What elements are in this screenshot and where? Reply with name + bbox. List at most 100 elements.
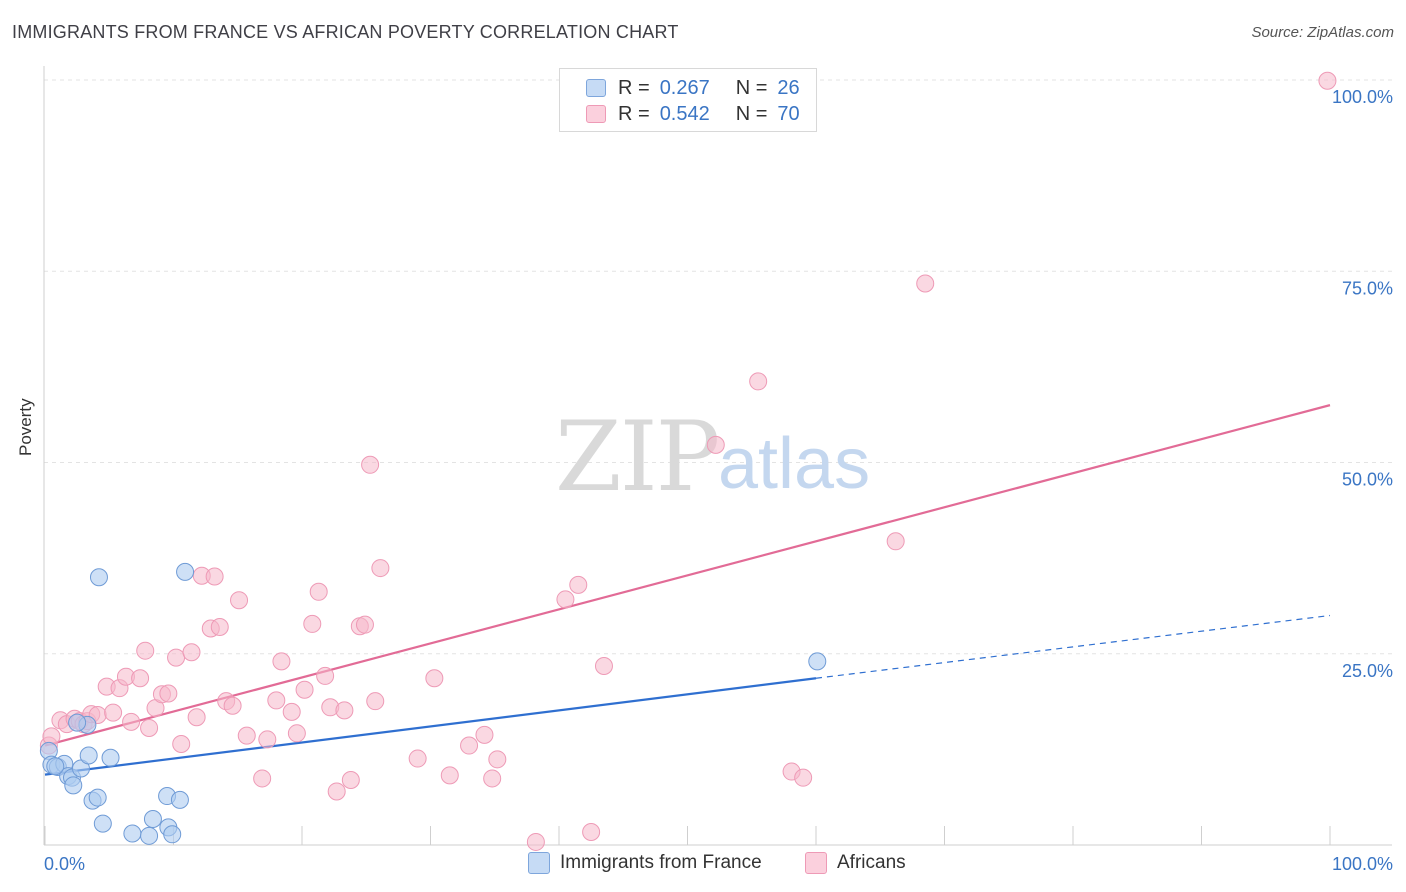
point-africans	[104, 703, 123, 722]
point-africans	[316, 666, 335, 685]
point-france	[176, 562, 195, 581]
watermark: ZIP atlas	[555, 401, 870, 513]
legend-n-value: 70	[777, 102, 800, 125]
point-africans	[355, 615, 374, 634]
point-africans	[460, 736, 479, 755]
point-africans	[172, 735, 191, 754]
point-france	[93, 814, 112, 833]
point-africans	[366, 692, 385, 711]
bottom-legend-swatch-africans	[805, 852, 827, 874]
y-tick-label: 50.0%	[1342, 470, 1393, 490]
point-africans	[272, 652, 291, 671]
point-africans	[371, 559, 390, 578]
bottom-legend-label-france: Immigrants from France	[560, 852, 762, 873]
point-africans	[749, 372, 768, 391]
legend-n-label: N =	[735, 76, 768, 99]
point-africans	[253, 769, 272, 788]
bottom-legend-label-africans: Africans	[837, 852, 906, 873]
y-tick-label: 75.0%	[1342, 278, 1393, 298]
x-tick-label: 100.0%	[1332, 854, 1393, 874]
point-africans	[309, 582, 328, 601]
grid-layer	[44, 79, 1392, 655]
point-africans	[131, 669, 150, 688]
point-africans	[582, 822, 601, 841]
point-africans	[488, 750, 507, 769]
point-africans	[361, 455, 380, 474]
point-africans	[187, 708, 206, 727]
point-france	[89, 568, 108, 587]
point-africans	[223, 696, 242, 715]
point-france	[808, 652, 827, 671]
chart-title: IMMIGRANTS FROM FRANCE VS AFRICAN POVERT…	[12, 22, 679, 42]
legend-swatch-africans	[586, 105, 606, 123]
trend-line-africans	[44, 404, 1331, 747]
y-tick-label: 100.0%	[1332, 87, 1393, 107]
point-africans	[167, 648, 186, 667]
trend-line-france	[44, 677, 817, 776]
watermark-zip: ZIP	[555, 401, 718, 513]
point-africans	[230, 591, 249, 610]
point-africans	[335, 701, 354, 720]
point-africans	[122, 712, 141, 731]
legend-r-value: 0.267	[659, 76, 710, 99]
point-africans	[916, 274, 935, 293]
point-france	[140, 826, 159, 845]
point-africans	[182, 643, 201, 662]
point-africans	[136, 641, 155, 660]
point-africans	[440, 766, 459, 785]
point-africans	[295, 680, 314, 699]
point-france	[64, 776, 83, 795]
legend-r-label: R =	[618, 76, 650, 99]
point-africans	[408, 749, 427, 768]
point-africans	[794, 768, 813, 787]
trend-lines	[44, 404, 1331, 776]
legend-n-label: N =	[735, 102, 768, 125]
point-africans	[886, 532, 905, 551]
point-africans	[483, 769, 502, 788]
point-africans	[287, 724, 306, 743]
point-africans	[237, 726, 256, 745]
bottom-legend-swatch-france	[528, 852, 550, 874]
point-africans	[556, 590, 575, 609]
tick-labels: 25.0% 50.0% 75.0% 100.0% 0.0% 100.0%	[44, 87, 1393, 874]
point-france	[163, 825, 182, 844]
point-france	[101, 748, 120, 767]
point-africans	[475, 725, 494, 744]
chart-source: Source: ZipAtlas.com	[1251, 24, 1394, 41]
bottom-legend-africans: Africans	[805, 852, 906, 874]
point-france	[46, 757, 65, 776]
legend-n-value: 26	[777, 76, 800, 99]
point-africans	[1318, 71, 1337, 90]
legend-row-france: R = 0.267 N = 26	[586, 77, 800, 99]
point-france	[79, 746, 98, 765]
point-africans	[526, 832, 545, 851]
point-france	[143, 809, 162, 828]
point-france	[68, 713, 87, 732]
point-africans	[210, 617, 229, 636]
point-africans	[282, 702, 301, 721]
watermark-atlas: atlas	[718, 424, 870, 504]
legend-r-value: 0.542	[659, 102, 710, 125]
point-africans	[205, 567, 224, 586]
x-tick-label: 0.0%	[44, 854, 85, 874]
point-africans	[159, 684, 178, 703]
y-axis-label: Poverty	[16, 398, 35, 456]
data-points	[39, 71, 1337, 851]
point-france	[88, 788, 107, 807]
point-africans	[706, 435, 725, 454]
point-france	[170, 790, 189, 809]
correlation-legend: R = 0.267 N = 26 R = 0.542 N = 70	[559, 68, 817, 132]
trend-line-france-extension	[815, 614, 1331, 679]
point-africans	[258, 730, 277, 749]
legend-swatch-france	[586, 79, 606, 97]
point-africans	[303, 614, 322, 633]
point-africans	[341, 770, 360, 789]
point-france	[123, 824, 142, 843]
point-africans	[569, 575, 588, 594]
legend-row-africans: R = 0.542 N = 70	[586, 103, 800, 125]
point-africans	[267, 691, 286, 710]
legend-r-label: R =	[618, 102, 650, 125]
bottom-legend-france: Immigrants from France	[528, 852, 762, 874]
y-tick-label: 25.0%	[1342, 661, 1393, 681]
